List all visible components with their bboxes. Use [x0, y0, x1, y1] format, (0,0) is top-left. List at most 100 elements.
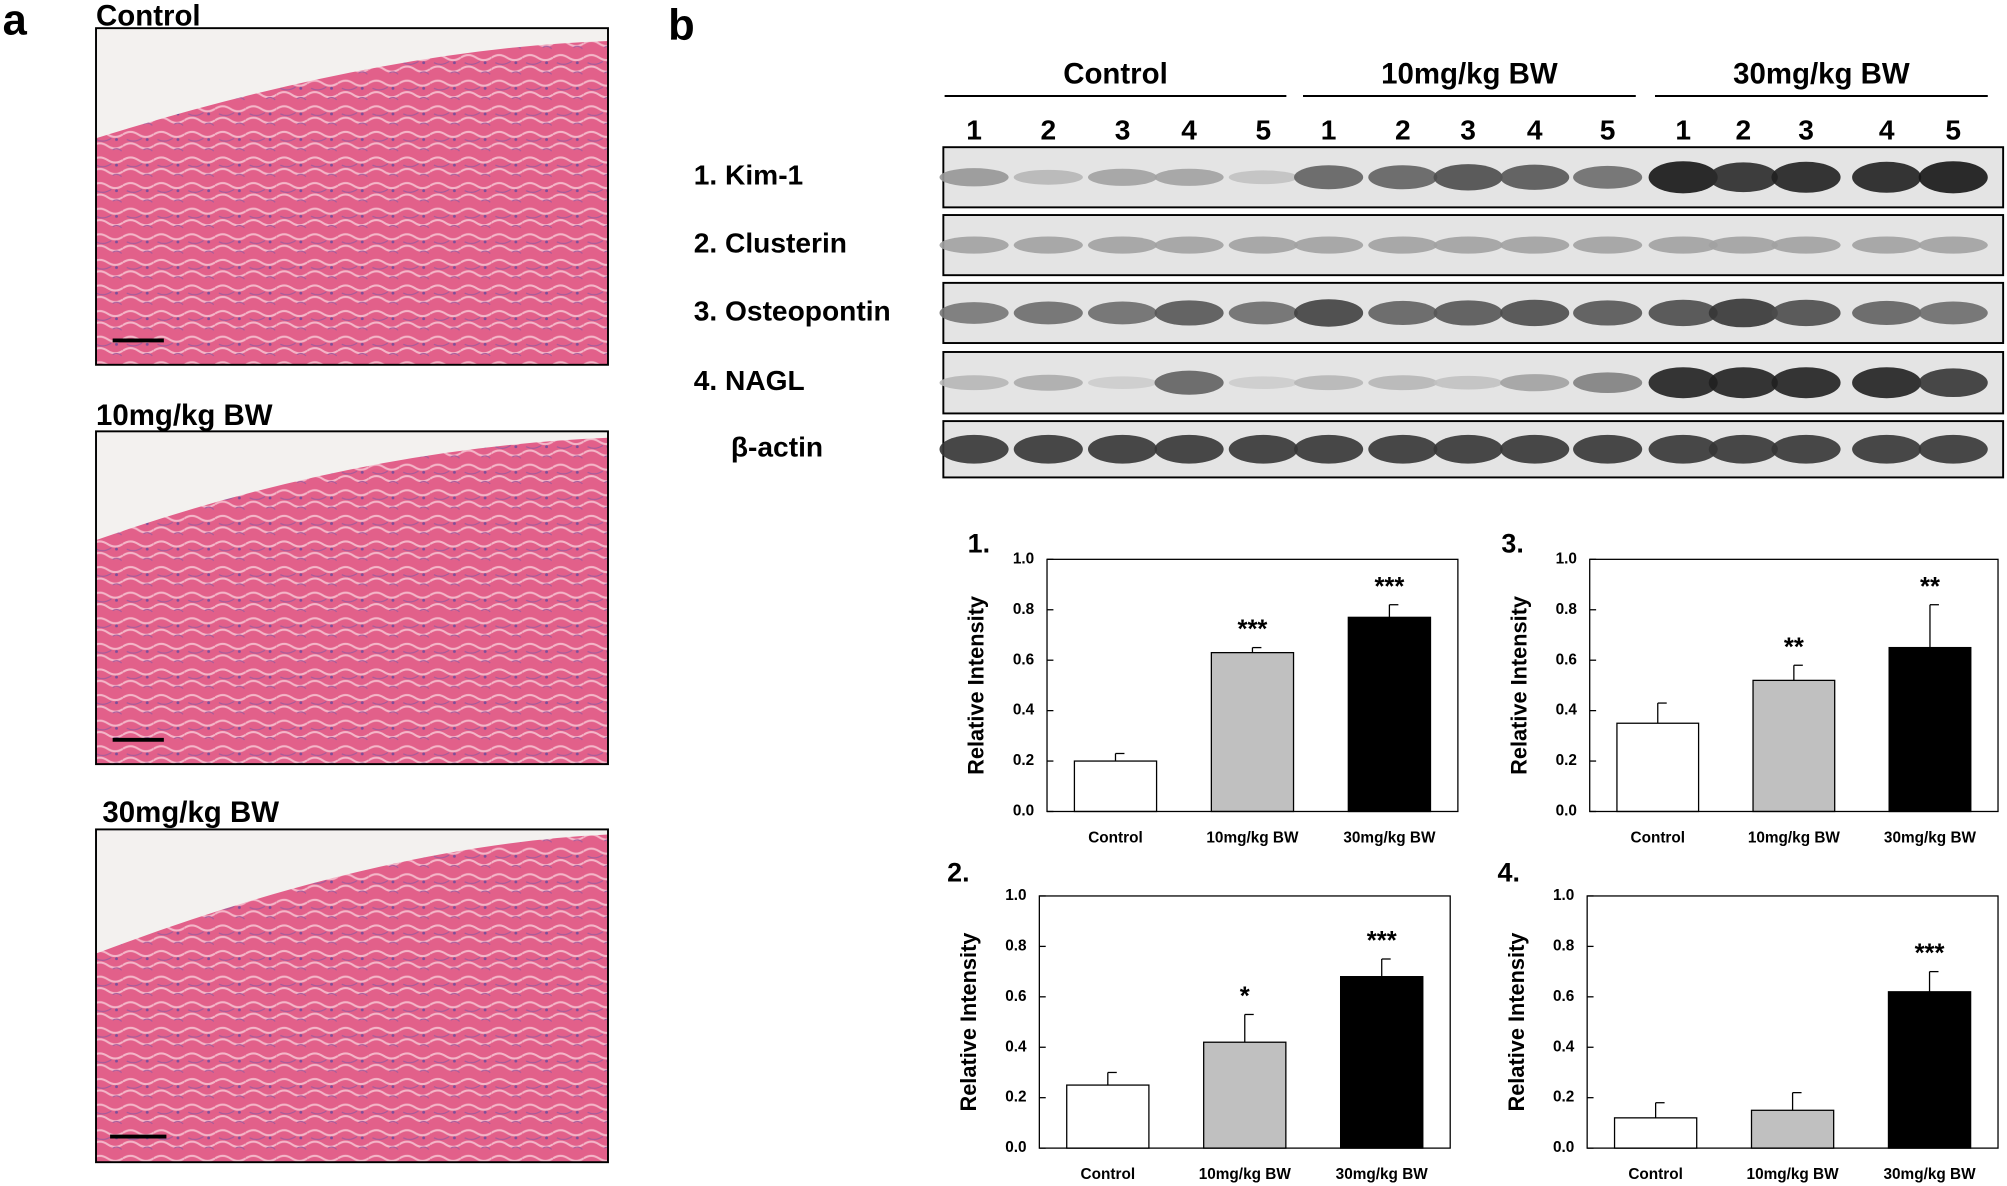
- histology-image: [95, 430, 609, 766]
- blot-band: [1294, 299, 1364, 327]
- blot-band: [1771, 299, 1841, 327]
- bar: [1347, 616, 1432, 813]
- bar: [1073, 760, 1158, 813]
- x-tick-label: Control: [1088, 829, 1143, 846]
- blot-band: [1154, 236, 1224, 254]
- blot-band: [1087, 301, 1158, 325]
- blot-band: [1228, 376, 1298, 389]
- blot-band: [1368, 165, 1438, 190]
- blot-band: [1918, 161, 1988, 194]
- lane-number: 1: [1675, 114, 1691, 145]
- error-bar: [1251, 646, 1262, 653]
- blot-band: [1918, 368, 1988, 398]
- blot-band: [1648, 299, 1718, 327]
- blot-band: [1013, 374, 1083, 391]
- error-bar: [1929, 604, 1939, 648]
- bar: [1887, 991, 1972, 1149]
- y-tick-label: 0.2: [1553, 1089, 1574, 1106]
- blot-band: [1852, 236, 1922, 254]
- y-axis-label: Relative Intensity: [964, 596, 989, 775]
- blot-band: [1500, 374, 1570, 392]
- y-tick-label: 0.6: [1556, 651, 1577, 668]
- blot-band: [1708, 162, 1778, 193]
- blot-band: [1918, 434, 1988, 464]
- blot-row-label: 4. NAGL: [694, 365, 805, 396]
- blot-band: [1154, 300, 1224, 326]
- blot-band: [1500, 236, 1570, 254]
- bar: [1339, 976, 1424, 1149]
- bar-charts: 1. Relative Intensity 0.0 0.2 0.4 0.6 0.8 1.0 Co…: [947, 528, 1999, 1183]
- blot-band: [1433, 434, 1503, 464]
- bar: [1888, 646, 1972, 813]
- blot-band: [1648, 161, 1718, 194]
- error-bar: [1381, 958, 1391, 977]
- panel-label: a: [3, 0, 28, 45]
- y-axis-label: Relative Intensity: [1506, 596, 1531, 775]
- blot-band: [1294, 434, 1364, 464]
- blot-band: [1573, 165, 1643, 189]
- y-tick-label: 0.8: [1553, 937, 1575, 954]
- y-tick-label: 0.0: [1013, 803, 1034, 820]
- blot-band: [1368, 300, 1438, 325]
- blot-row-label: 1. Kim-1: [694, 160, 803, 191]
- y-tick-label: 0.4: [1005, 1038, 1027, 1055]
- lane-number: 1: [1321, 114, 1337, 145]
- y-tick-label: 0.8: [1556, 601, 1578, 618]
- chart-title: 2.: [947, 857, 969, 887]
- blot-band: [1433, 164, 1503, 191]
- error-bar: [1791, 1092, 1802, 1111]
- significance-label: ***: [1374, 573, 1404, 601]
- blot-band: [1771, 236, 1841, 254]
- blot-band: [1708, 367, 1778, 399]
- y-axis-label: Relative Intensity: [956, 933, 981, 1112]
- x-tick-label: 30mg/kg BW: [1336, 1166, 1429, 1183]
- y-axis-label: Relative Intensity: [1504, 933, 1529, 1112]
- lane-number: 1: [966, 114, 982, 145]
- blot-band: [939, 236, 1009, 254]
- lane-number: 4: [1879, 114, 1895, 145]
- blot-band: [1433, 300, 1503, 326]
- blot-band: [1771, 434, 1841, 464]
- blot-band: [1294, 375, 1364, 391]
- significance-label: **: [1920, 573, 1940, 601]
- y-tick-label: 0.6: [1553, 988, 1574, 1005]
- blot-band: [1154, 370, 1224, 395]
- blot-band: [1852, 300, 1922, 325]
- x-tick-label: 30mg/kg BW: [1884, 1166, 1977, 1183]
- lane-number: 5: [1945, 114, 1961, 145]
- bar: [1750, 1109, 1835, 1149]
- blot-band: [1368, 375, 1438, 391]
- significance-label: ***: [1915, 940, 1945, 968]
- error-bar: [1657, 702, 1667, 724]
- blot-band: [1368, 236, 1438, 254]
- histology-image: [95, 828, 609, 1164]
- blot-band: [1708, 298, 1778, 328]
- plot-frame: [1046, 558, 1459, 813]
- error-bar: [1654, 1102, 1665, 1118]
- blot-band: [1294, 236, 1364, 254]
- blot-row-label: 2. Clusterin: [694, 228, 847, 259]
- lane-number: 4: [1181, 114, 1197, 145]
- blot-band: [1228, 434, 1298, 464]
- lane-number: 4: [1527, 114, 1543, 145]
- bar: [1066, 1084, 1150, 1149]
- lane-number: 3: [1115, 114, 1131, 145]
- blot-band: [939, 375, 1009, 391]
- chart-title: 1.: [968, 528, 990, 558]
- error-bar: [1107, 1071, 1117, 1086]
- blot-band: [1087, 236, 1158, 254]
- error-bar: [1793, 664, 1803, 681]
- y-tick-label: 0.6: [1005, 988, 1026, 1005]
- group-label: 30mg/kg BW: [1733, 57, 1910, 90]
- y-tick-label: 1.0: [1553, 887, 1574, 904]
- blot-row-label: 3. Osteopontin: [694, 295, 891, 326]
- error-bar: [1244, 1013, 1254, 1043]
- image-caption: 10mg/kg BW: [96, 399, 273, 432]
- error-bar: [1388, 604, 1399, 618]
- blot-band: [1648, 236, 1718, 254]
- histology-image: [95, 27, 609, 366]
- lane-number: 5: [1600, 114, 1616, 145]
- y-tick-label: 0.4: [1013, 702, 1035, 719]
- group-label: 10mg/kg BW: [1381, 57, 1558, 90]
- blot-band: [1433, 375, 1503, 390]
